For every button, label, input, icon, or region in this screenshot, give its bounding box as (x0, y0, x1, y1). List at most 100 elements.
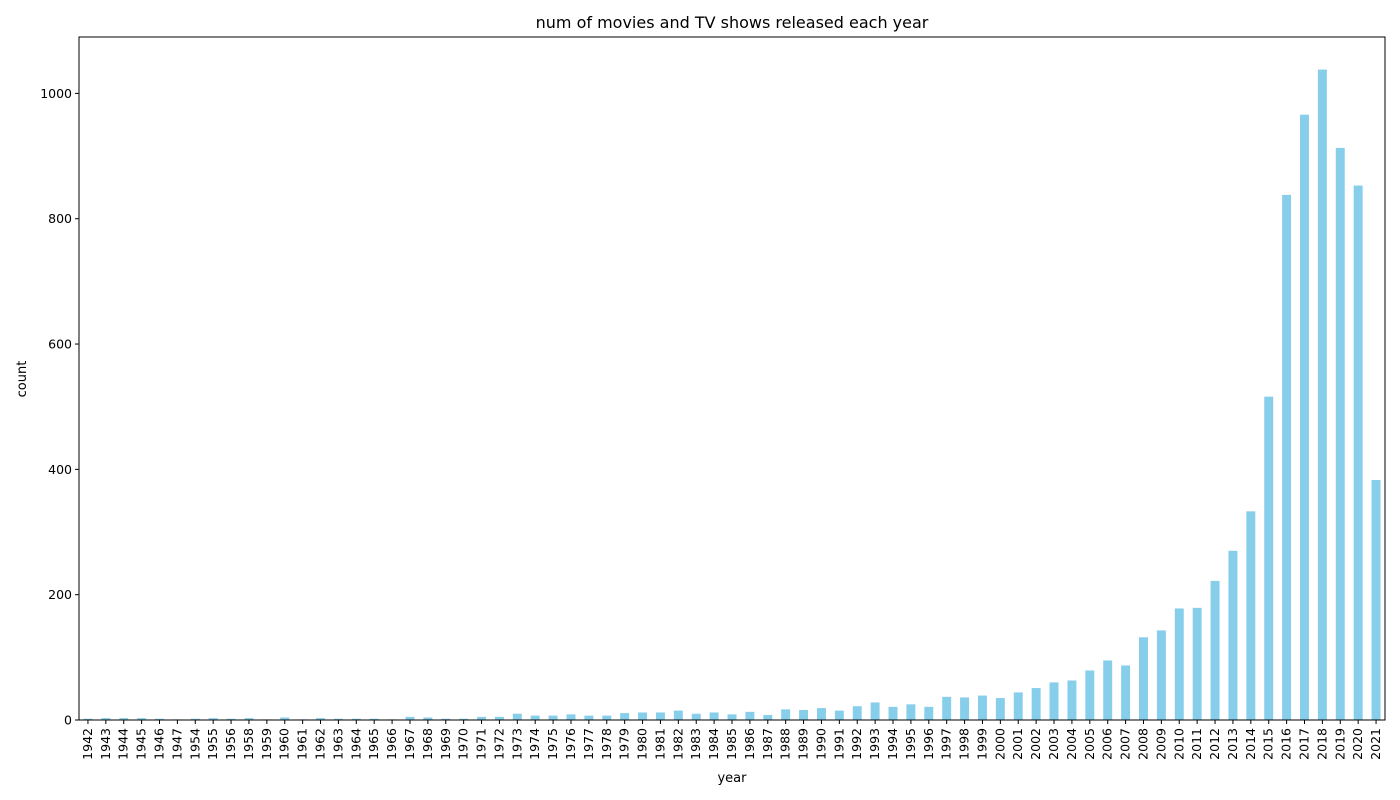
x-tick-label: 2000 (992, 728, 1007, 760)
bar-1991 (834, 710, 844, 720)
x-tick-label: 2016 (1279, 728, 1294, 760)
x-tick-label: 1981 (652, 728, 667, 760)
bar-2012 (1210, 580, 1220, 720)
plot-frame (78, 36, 1386, 721)
x-tick-label: 1991 (831, 728, 846, 760)
bar-2007 (1121, 665, 1131, 720)
bar-2018 (1317, 69, 1327, 720)
x-tick-label: 1972 (491, 728, 506, 760)
x-tick-label: 2001 (1010, 728, 1025, 760)
y-tick-label: 200 (48, 587, 72, 602)
y-tick-label: 800 (48, 211, 72, 226)
x-tick-label: 1974 (527, 728, 542, 760)
bar-2006 (1103, 660, 1113, 720)
bar-1942 (83, 718, 93, 720)
bar-1969 (441, 718, 451, 720)
bar-2004 (1067, 680, 1077, 720)
x-tick-label: 1960 (277, 728, 292, 760)
y-tick-label: 0 (64, 713, 72, 728)
x-tick-label: 1961 (295, 728, 310, 760)
bar-1979 (620, 713, 630, 720)
x-tick-label: 1987 (760, 728, 775, 760)
x-tick-label: 1989 (796, 728, 811, 760)
x-tick-label: 2013 (1225, 728, 1240, 760)
bar-1945 (137, 718, 147, 720)
x-tick-label: 2011 (1189, 728, 1204, 760)
bar-2014 (1246, 511, 1256, 720)
bar-1989 (799, 709, 809, 720)
x-tick-label: 1975 (545, 728, 560, 760)
x-tick-label: 1997 (939, 728, 954, 760)
x-tick-label: 1959 (259, 728, 274, 760)
x-tick-label: 1982 (670, 728, 685, 760)
bar-2008 (1139, 637, 1148, 720)
bar-1972 (494, 716, 504, 720)
x-tick-label: 2002 (1028, 728, 1043, 760)
y-tick-label: 600 (48, 337, 72, 352)
x-tick-label: 1969 (438, 728, 453, 760)
chart-title: num of movies and TV shows released each… (536, 13, 929, 32)
x-tick-label: 2009 (1153, 728, 1168, 760)
bar-1992 (852, 706, 862, 720)
x-tick-label: 1956 (223, 728, 238, 760)
x-tick-label: 2014 (1243, 728, 1258, 760)
x-tick-label: 1980 (635, 728, 650, 760)
x-tick-label: 1999 (974, 728, 989, 760)
x-tick-label: 1979 (617, 728, 632, 760)
bar-1987 (763, 714, 773, 720)
x-tick-label: 2012 (1207, 728, 1222, 760)
x-tick-label: 1983 (688, 728, 703, 760)
x-tick-label: 1966 (384, 728, 399, 760)
bar-2013 (1228, 550, 1238, 720)
bar-1954 (190, 718, 200, 720)
bar-2010 (1174, 608, 1184, 720)
bar-1968 (423, 717, 433, 720)
x-tick-label: 1976 (563, 728, 578, 760)
x-tick-label: 1996 (921, 728, 936, 760)
x-axis-label: year (717, 771, 747, 786)
x-tick-label: 1962 (313, 728, 328, 760)
y-axis-label: count (15, 361, 30, 398)
y-tick-label: 1000 (40, 86, 72, 101)
bar-2001 (1013, 692, 1023, 720)
x-tick-label: 1955 (205, 728, 220, 760)
bar-1980 (638, 712, 648, 720)
x-tick-label: 1954 (187, 728, 202, 760)
x-tick-label: 1992 (849, 728, 864, 760)
x-tick-label: 1985 (724, 728, 739, 760)
bar-2019 (1335, 147, 1345, 720)
x-tick-label: 1990 (813, 728, 828, 760)
bars-group (83, 69, 1381, 720)
x-tick-label: 1977 (581, 728, 596, 760)
bar-2016 (1282, 194, 1292, 720)
bar-1970 (459, 718, 469, 720)
x-tick-label: 1958 (241, 728, 256, 760)
x-tick-label: 1963 (330, 728, 345, 760)
bar-2017 (1300, 114, 1309, 720)
bar-1985 (727, 714, 737, 720)
bar-1999 (977, 695, 987, 720)
bar-2000 (995, 698, 1005, 720)
y-axis: 0 200 400 600 800 1000 (40, 86, 79, 728)
x-tick-label: 1970 (456, 728, 471, 760)
bar-1976 (566, 714, 576, 720)
bar-1993 (870, 702, 880, 720)
x-tick-label: 1995 (903, 728, 918, 760)
bar-1963 (333, 718, 343, 720)
x-tick-label: 1942 (80, 728, 95, 760)
x-tick-label: 1945 (134, 728, 149, 760)
x-tick-label: 1978 (599, 728, 614, 760)
x-tick-label: 1967 (402, 728, 417, 760)
y-tick-label: 400 (48, 462, 72, 477)
bar-2005 (1085, 670, 1095, 720)
x-tick-label: 2004 (1064, 728, 1079, 760)
x-tick-label: 2021 (1368, 728, 1383, 760)
bar-2003 (1049, 682, 1059, 720)
bar-1943 (101, 718, 111, 720)
x-tick-label: 1947 (169, 728, 184, 760)
bar-1946 (155, 718, 164, 720)
bar-1974 (530, 715, 540, 720)
x-tick-label: 1943 (98, 728, 113, 760)
